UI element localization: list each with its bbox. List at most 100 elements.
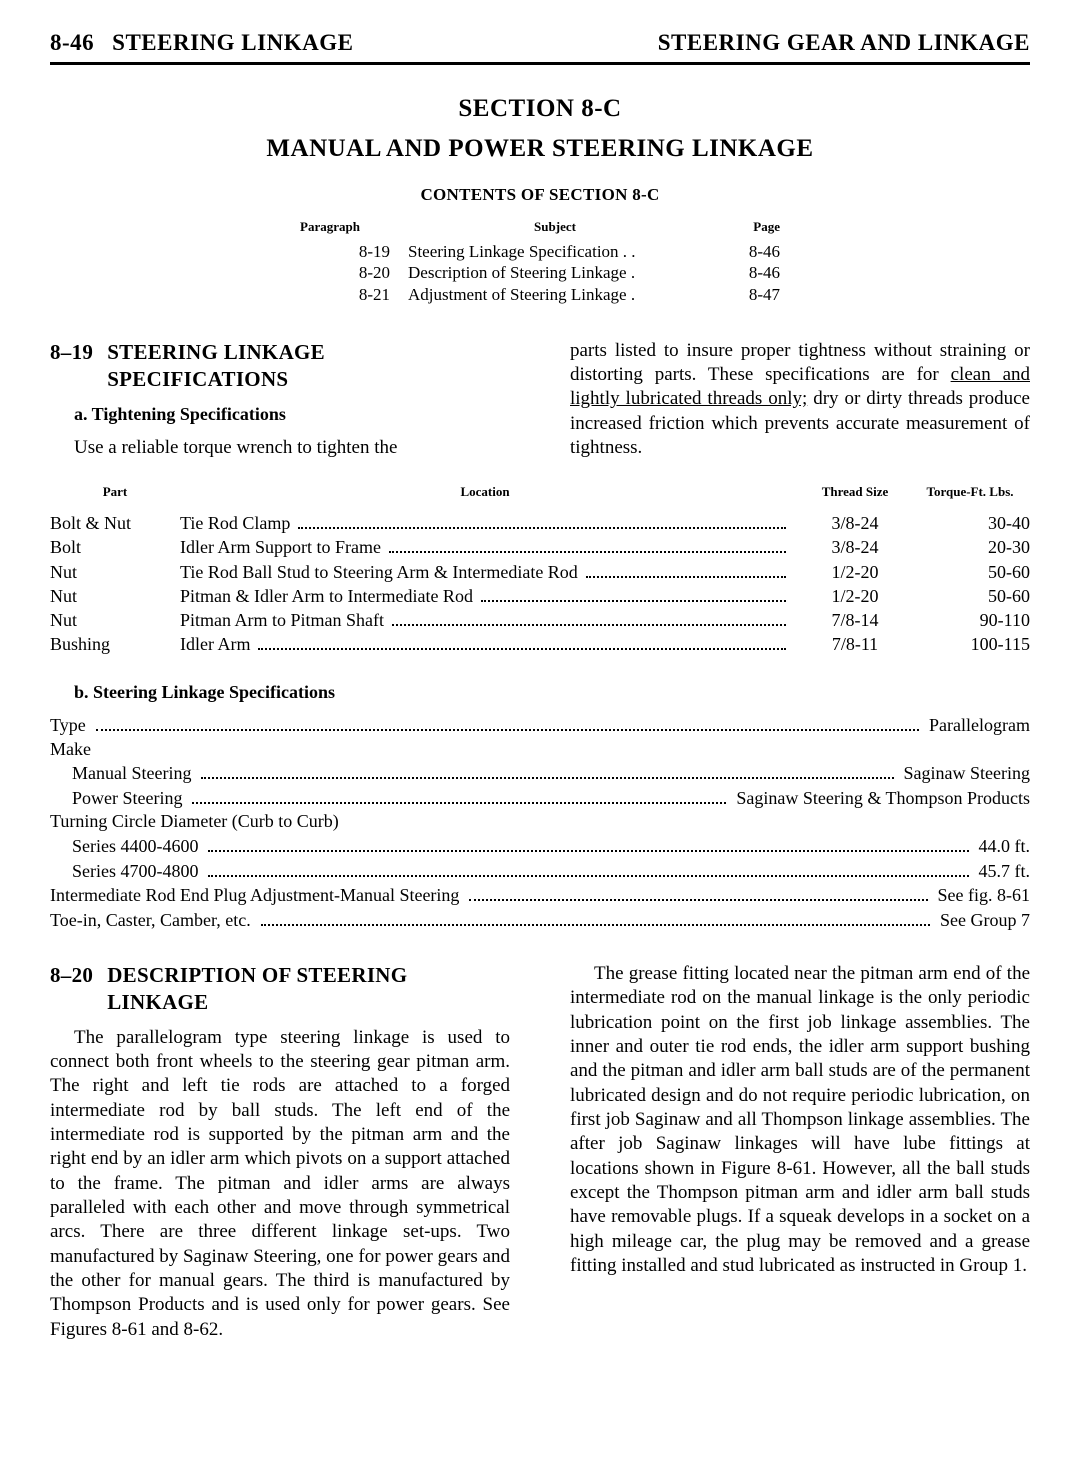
toc-row: 8-20 Description of Steering Linkage . 8…	[300, 262, 780, 283]
toc-head-page: Page	[720, 219, 780, 235]
tr-location: Idler Arm	[180, 632, 800, 656]
toc-row: 8-21 Adjustment of Steering Linkage . 8-…	[300, 284, 780, 305]
p8-20-left-col: 8–20 DESCRIPTION OF STEERING LINKAGE The…	[50, 962, 510, 1352]
spec-row: Power Steering Saginaw Steering & Thomps…	[50, 786, 1030, 811]
th-part: Part	[50, 484, 180, 501]
th-thread: Thread Size	[800, 484, 910, 501]
tr-thread: 1/2-20	[800, 585, 910, 608]
leader-dots	[389, 535, 786, 553]
p8-19-intro: 8–19 STEERING LINKAGE SPECIFICATIONS a. …	[50, 339, 1030, 471]
tr-part: Bolt & Nut	[50, 512, 180, 535]
toc-row: 8-19 Steering Linkage Specification . . …	[300, 241, 780, 262]
p8-19-num: 8–19	[50, 339, 93, 393]
tr-part: Bushing	[50, 633, 180, 656]
toc-subject: Adjustment of Steering Linkage .	[408, 284, 714, 305]
leader-dots	[96, 713, 919, 731]
tr-torque: 90-110	[910, 609, 1030, 632]
toc-page: 8-46	[714, 241, 780, 262]
spec-label: Series 4400-4600	[50, 835, 202, 858]
section-title: SECTION 8-C	[50, 95, 1030, 123]
tr-torque: 30-40	[910, 512, 1030, 535]
spec-label: Type	[50, 714, 90, 737]
page-number: 8-46	[50, 30, 94, 56]
p8-20-heading: 8–20 DESCRIPTION OF STEERING LINKAGE	[50, 962, 510, 1016]
toc-subject: Description of Steering Linkage .	[408, 262, 714, 283]
p8-19-title: STEERING LINKAGE SPECIFICATIONS	[107, 339, 510, 393]
tr-thread: 1/2-20	[800, 561, 910, 584]
torque-head: Part Location Thread Size Torque-Ft. Lbs…	[50, 484, 1030, 501]
p8-20-right-body: The grease fitting located near the pitm…	[570, 962, 1030, 1278]
leader-dots	[192, 786, 726, 804]
spec-label: Power Steering	[50, 787, 186, 810]
spec-label: Make	[50, 738, 91, 761]
spec-row: Turning Circle Diameter (Curb to Curb)	[50, 810, 1030, 833]
toc-para: 8-20	[300, 262, 408, 283]
toc-page: 8-47	[714, 284, 780, 305]
spec-val: Parallelogram	[925, 714, 1030, 737]
leader-dots	[258, 632, 786, 650]
toc-subject: Steering Linkage Specification . .	[408, 241, 714, 262]
p8-19a-title: a. Tightening Specifications	[74, 403, 510, 426]
toc: Paragraph Subject Page 8-19 Steering Lin…	[300, 219, 780, 305]
spec-val: 44.0 ft.	[975, 835, 1031, 858]
tr-torque: 20-30	[910, 536, 1030, 559]
toc-para: 8-21	[300, 284, 408, 305]
leader-dots	[261, 908, 930, 926]
spec-label: Toe-in, Caster, Camber, etc.	[50, 909, 255, 932]
leader-dots	[208, 858, 968, 876]
toc-para: 8-19	[300, 241, 408, 262]
spec-row: Series 4700-4800 45.7 ft.	[50, 858, 1030, 883]
spec-val: See fig. 8-61	[934, 884, 1030, 907]
page-header: 8-46 STEERING LINKAGE STEERING GEAR AND …	[50, 30, 1030, 56]
leader-dots	[481, 584, 786, 602]
spec-label: Intermediate Rod End Plug Adjustment-Man…	[50, 884, 463, 907]
spec-row: Intermediate Rod End Plug Adjustment-Man…	[50, 883, 1030, 908]
leader-dots	[201, 761, 893, 779]
th-location: Location	[180, 484, 800, 501]
p8-19-left-para: Use a reliable torque wrench to tighten …	[50, 436, 510, 460]
torque-row: Nut Pitman & Idler Arm to Intermediate R…	[50, 584, 1030, 608]
section-subtitle: MANUAL AND POWER STEERING LINKAGE	[50, 135, 1030, 163]
p8-20-left-body: The parallelogram type steering linkage …	[50, 1026, 510, 1342]
tr-torque: 100-115	[910, 633, 1030, 656]
spec-label: Turning Circle Diameter (Curb to Curb)	[50, 810, 339, 833]
tr-location: Tie Rod Ball Stud to Steering Arm & Inte…	[180, 559, 800, 583]
tr-location: Pitman & Idler Arm to Intermediate Rod	[180, 584, 800, 608]
toc-head-subject: Subject	[390, 219, 720, 235]
leader-dots	[469, 883, 927, 901]
p8-19-right-para: parts listed to insure proper tightness …	[570, 339, 1030, 461]
spec-label: Manual Steering	[50, 762, 195, 785]
spec-row: Manual Steering Saginaw Steering	[50, 761, 1030, 786]
toc-head-paragraph: Paragraph	[300, 219, 390, 235]
header-left-title: STEERING LINKAGE	[112, 30, 353, 56]
p8-19-right-col: parts listed to insure proper tightness …	[570, 339, 1030, 471]
torque-row: Nut Tie Rod Ball Stud to Steering Arm & …	[50, 559, 1030, 583]
p8-19-left-col: 8–19 STEERING LINKAGE SPECIFICATIONS a. …	[50, 339, 510, 471]
spec-row: Type Parallelogram	[50, 713, 1030, 738]
spec-label: Series 4700-4800	[50, 860, 202, 883]
spec-val: Saginaw Steering	[900, 762, 1030, 785]
leader-dots	[208, 834, 968, 852]
p8-20-block: 8–20 DESCRIPTION OF STEERING LINKAGE The…	[50, 962, 1030, 1352]
leader-dots	[586, 559, 786, 577]
spec-val: See Group 7	[936, 909, 1030, 932]
tr-part: Nut	[50, 609, 180, 632]
p8-19b-title: b. Steering Linkage Specifications	[74, 682, 1030, 703]
torque-row: Nut Pitman Arm to Pitman Shaft 7/8-14 90…	[50, 608, 1030, 632]
tr-torque: 50-60	[910, 561, 1030, 584]
p8-20-title: DESCRIPTION OF STEERING LINKAGE	[107, 962, 510, 1016]
tr-torque: 50-60	[910, 585, 1030, 608]
tr-part: Bolt	[50, 536, 180, 559]
tr-thread: 7/8-14	[800, 609, 910, 632]
leader-dots	[298, 511, 786, 529]
p8-20-right-col: The grease fitting located near the pitm…	[570, 962, 1030, 1352]
header-right-title: STEERING GEAR AND LINKAGE	[658, 30, 1030, 56]
torque-row: Bolt & Nut Tie Rod Clamp 3/8-24 30-40	[50, 511, 1030, 535]
tr-location: Pitman Arm to Pitman Shaft	[180, 608, 800, 632]
torque-table: Part Location Thread Size Torque-Ft. Lbs…	[50, 484, 1030, 656]
tr-location: Tie Rod Clamp	[180, 511, 800, 535]
spec-row: Toe-in, Caster, Camber, etc. See Group 7	[50, 908, 1030, 933]
th-torque: Torque-Ft. Lbs.	[910, 484, 1030, 501]
leader-dots	[392, 608, 786, 626]
page: 8-46 STEERING LINKAGE STEERING GEAR AND …	[0, 0, 1080, 1466]
